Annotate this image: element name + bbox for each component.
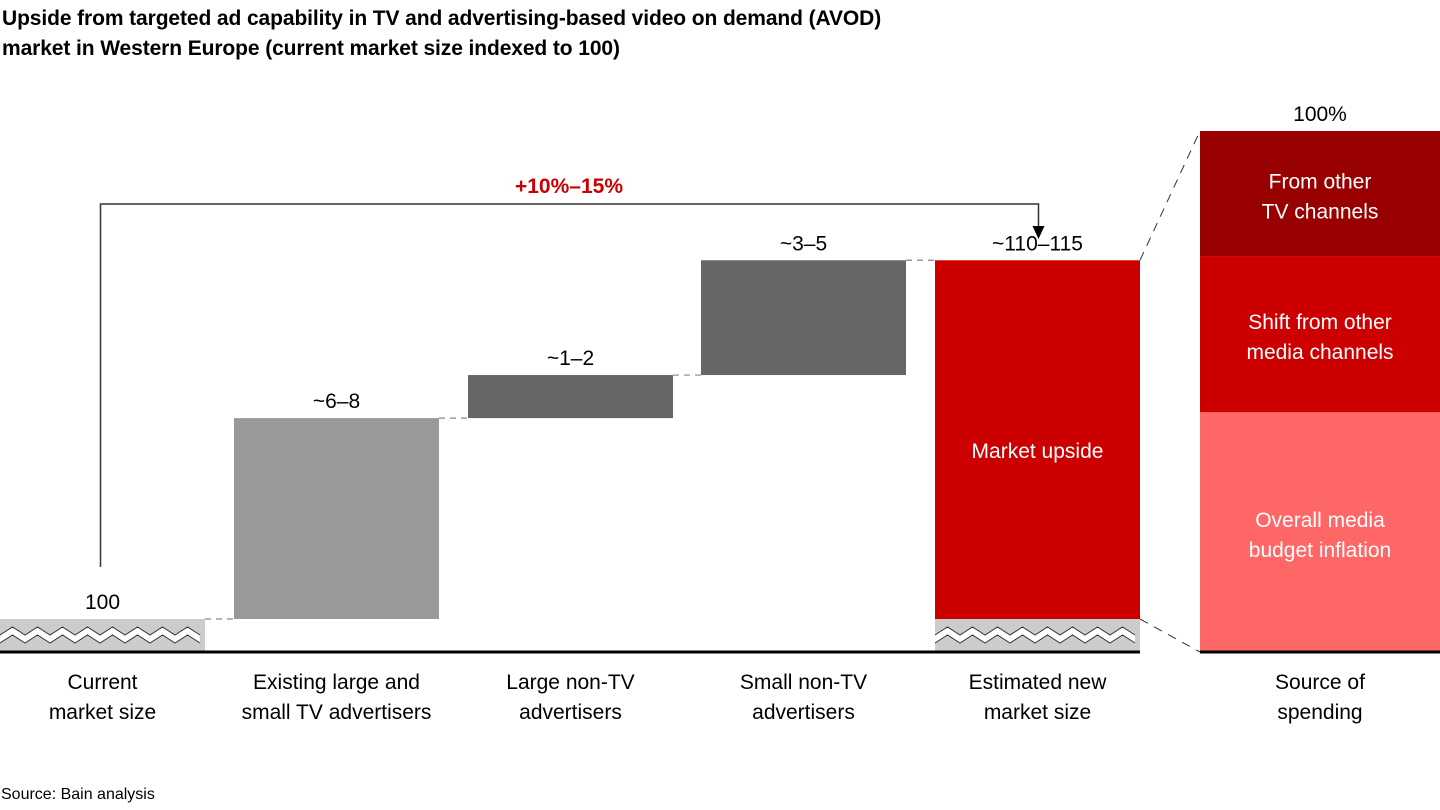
category-label-4-line-1: Estimated new — [968, 671, 1107, 694]
category-label-2-line-2: advertisers — [519, 701, 622, 724]
data-label-2: ~1–2 — [547, 347, 594, 370]
chart-title-line-1: Upside from targeted ad capability in TV… — [2, 7, 882, 30]
segment-label-2-line-1: Overall media — [1255, 509, 1385, 532]
segment-label-1-line-1: Shift from other — [1248, 311, 1392, 334]
data-label-0: 100 — [85, 591, 120, 614]
category-label-3-line-1: Small non-TV — [739, 671, 868, 694]
data-label-3: ~3–5 — [780, 232, 827, 255]
data-label-1: ~6–8 — [313, 390, 360, 413]
growth-arrowhead-icon — [1032, 226, 1045, 239]
segment-0 — [1200, 131, 1440, 257]
zoom-line-bottom — [1139, 618, 1201, 653]
category-label-5-line-2: spending — [1277, 701, 1363, 724]
category-label-0-line-1: Current — [67, 671, 138, 694]
stacked-total-label: 100% — [1293, 103, 1347, 126]
bar-estimated-new-market — [935, 260, 1140, 619]
bar-increment-1 — [234, 418, 439, 619]
segment-1 — [1200, 256, 1440, 413]
bar-increment-3 — [701, 260, 906, 376]
growth-annotation: +10%–15% — [515, 175, 623, 198]
category-label-2-line-1: Large non-TV — [506, 671, 635, 694]
category-label-5-line-1: Source of — [1275, 671, 1365, 694]
category-label-3: Small non-TV advertisers — [684, 668, 924, 728]
bar-estimated-new-market-base-break-line-bottom — [934, 634, 1136, 644]
bar-current-market-break-line-bottom — [0, 634, 201, 644]
segment-label-0-line-1: From other — [1269, 171, 1372, 194]
source-note: Source: Bain analysis — [1, 786, 155, 803]
category-label-5: Source of spending — [1200, 668, 1440, 728]
segment-label-2-line-2: budget inflation — [1249, 539, 1391, 562]
category-label-3-line-2: advertisers — [752, 701, 855, 724]
chart-title: Upside from targeted ad capability in TV… — [2, 4, 1402, 64]
category-label-1-line-1: Existing large and — [253, 671, 420, 694]
bar-current-market-break-line-top — [0, 626, 201, 636]
category-label-2: Large non-TV advertisers — [451, 668, 691, 728]
category-label-1: Existing large and small TV advertisers — [217, 668, 457, 728]
category-label-4-line-2: market size — [983, 701, 1092, 724]
data-label-4: ~110–115 — [992, 232, 1083, 255]
growth-bracket — [99, 203, 1040, 567]
zoom-line-top — [1139, 130, 1201, 261]
category-label-0: Current market size — [0, 668, 223, 728]
bar-increment-2 — [468, 375, 673, 419]
category-label-1-line-2: small TV advertisers — [241, 701, 432, 724]
bar-inner-label: Market upside — [972, 440, 1104, 463]
segment-label-0-line-2: TV channels — [1262, 201, 1379, 224]
segment-label-1-line-2: media channels — [1246, 341, 1393, 364]
category-label-0-line-2: market size — [48, 701, 157, 724]
bar-estimated-new-market-base-break-line-top — [934, 626, 1136, 636]
category-label-4: Estimated new market size — [918, 668, 1158, 728]
chart-title-line-2: market in Western Europe (current market… — [2, 37, 620, 60]
segment-2 — [1200, 412, 1440, 652]
